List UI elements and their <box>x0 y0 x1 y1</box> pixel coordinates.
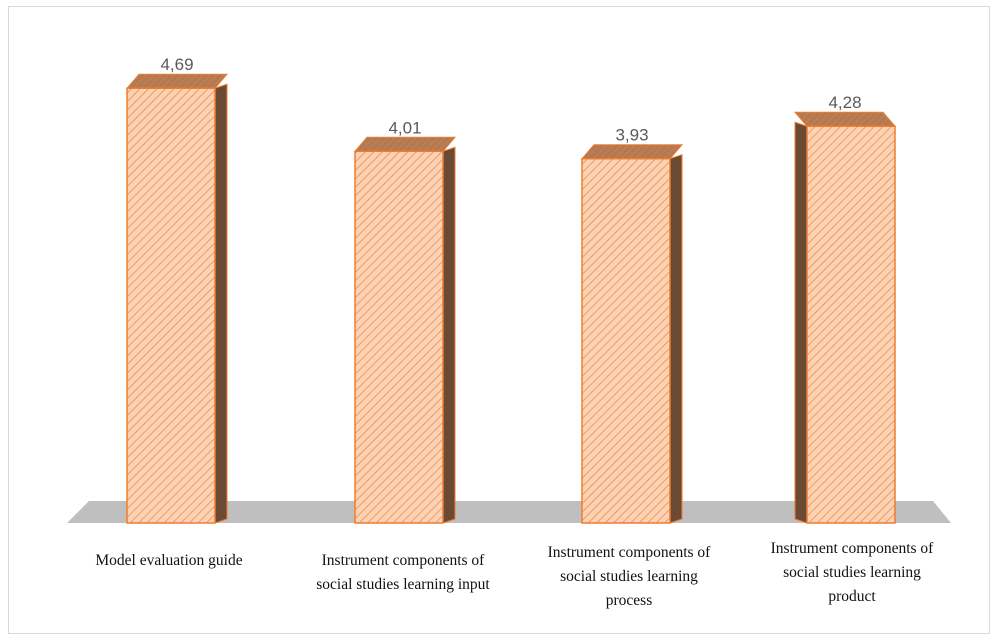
bar-top-learning-product <box>793 111 897 127</box>
bar-side-model-evaluation-guide <box>214 83 228 524</box>
chart-floor <box>67 501 951 523</box>
category-label-learning-process: Instrument components of social studies … <box>547 544 711 609</box>
bar-side-learning-process <box>669 153 683 524</box>
bar-top-learning-process <box>580 144 684 160</box>
bar-side-learning-product <box>794 121 808 524</box>
value-labels-layer: 4,69 4,01 3,93 4,28 <box>160 55 861 144</box>
category-label-model-evaluation-guide: Model evaluation guide <box>95 552 243 569</box>
bar-learning-input <box>354 150 444 524</box>
value-label-learning-product: 4,28 <box>828 93 861 112</box>
bars-layer <box>125 73 897 524</box>
bar-top-learning-input <box>353 136 457 152</box>
bar-side-learning-input <box>442 146 456 524</box>
bar-model-evaluation-guide <box>126 87 216 524</box>
chart-frame: 4,69 4,01 3,93 4,28 Model evaluation guide … <box>8 6 990 634</box>
category-label-learning-input: Instrument components of social studies … <box>316 552 490 593</box>
bar-learning-product <box>806 125 896 524</box>
value-label-learning-process: 3,93 <box>615 126 648 145</box>
bar-learning-process <box>581 157 671 524</box>
bar-chart: 4,69 4,01 3,93 4,28 <box>67 55 951 524</box>
value-label-learning-input: 4,01 <box>388 118 421 137</box>
category-label-learning-product: Instrument components of social studies … <box>770 540 934 605</box>
bar-top-model-evaluation-guide <box>125 73 229 89</box>
value-label-model-evaluation-guide: 4,69 <box>160 55 193 74</box>
